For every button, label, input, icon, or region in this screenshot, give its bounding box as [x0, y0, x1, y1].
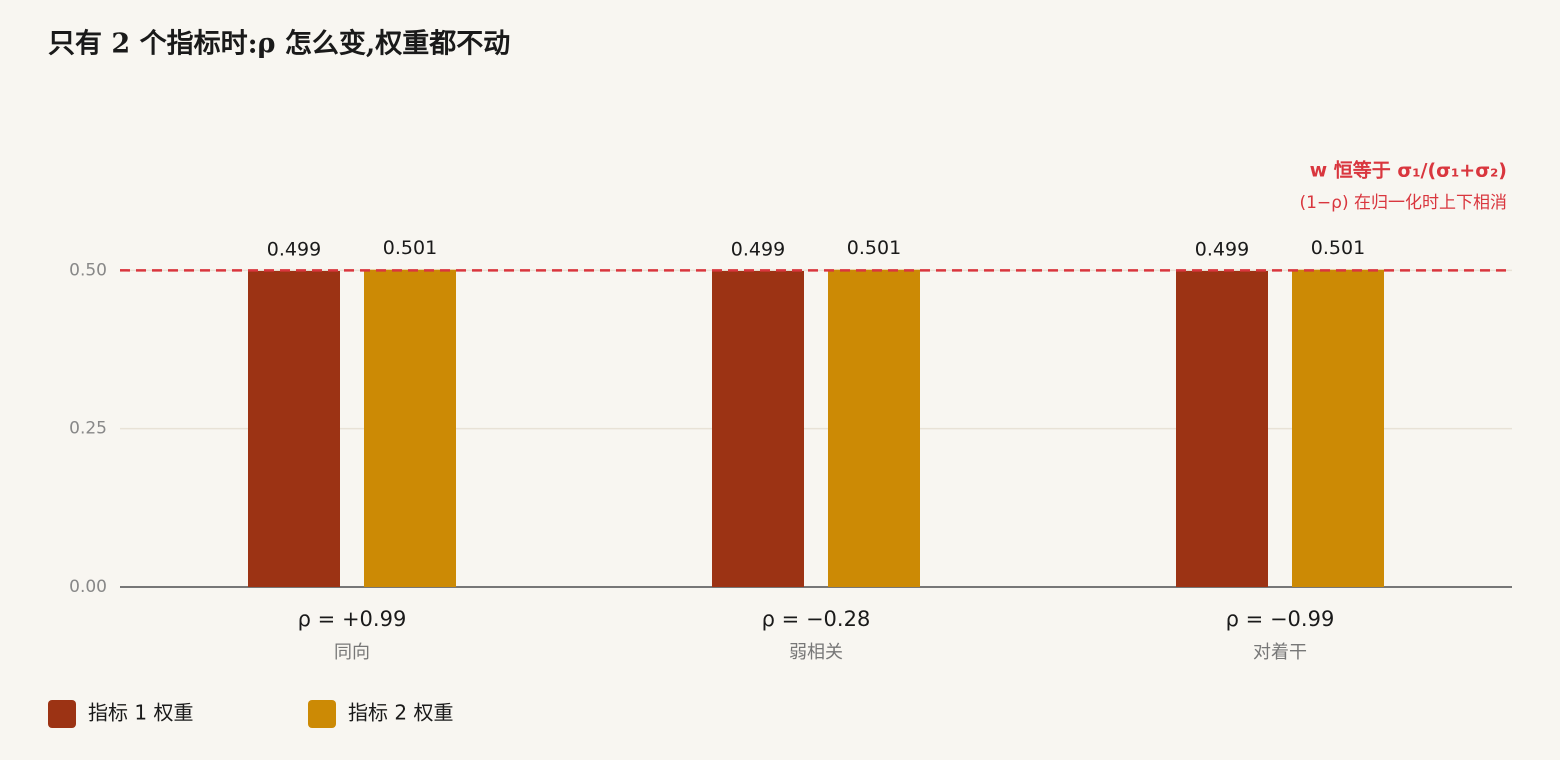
x-tick-label: ρ = +0.99: [298, 607, 407, 631]
value-label: 0.499: [731, 238, 785, 260]
bar: [712, 270, 804, 587]
legend-label: 指标 1 权重: [88, 701, 193, 725]
y-tick-label: 0.00: [69, 577, 107, 597]
value-label: 0.501: [847, 237, 901, 259]
x-tick-note: 同向: [334, 642, 370, 663]
bar: [248, 270, 340, 587]
legend-swatch: [48, 700, 76, 728]
bar: [1176, 270, 1268, 587]
x-tick-note: 弱相关: [789, 642, 843, 663]
annotation: (1−ρ) 在归一化时上下相消: [1299, 193, 1507, 213]
value-label: 0.499: [1195, 238, 1249, 260]
legend-swatch: [308, 700, 336, 728]
chart-title: 只有 2 个指标时:ρ 怎么变,权重都不动: [48, 28, 510, 60]
value-label: 0.499: [267, 238, 321, 260]
x-tick-label: ρ = −0.28: [762, 607, 871, 631]
value-label: 0.501: [383, 237, 437, 259]
y-tick-label: 0.25: [69, 419, 107, 439]
bar: [828, 269, 920, 587]
annotation: w 恒等于 σ₁/(σ₁+σ₂): [1310, 159, 1507, 182]
x-tick-note: 对着干: [1253, 642, 1307, 663]
bar: [1292, 269, 1384, 587]
y-tick-label: 0.50: [69, 260, 107, 280]
x-tick-label: ρ = −0.99: [1226, 607, 1335, 631]
legend-label: 指标 2 权重: [348, 701, 453, 725]
value-label: 0.501: [1311, 237, 1365, 259]
bar: [364, 269, 456, 587]
